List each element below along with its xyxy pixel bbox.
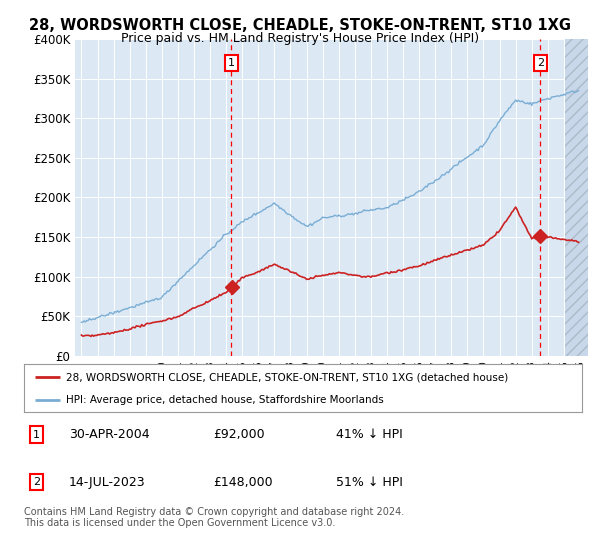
Text: Contains HM Land Registry data © Crown copyright and database right 2024.
This d: Contains HM Land Registry data © Crown c… bbox=[24, 507, 404, 529]
Text: £92,000: £92,000 bbox=[214, 428, 265, 441]
Text: 14-JUL-2023: 14-JUL-2023 bbox=[68, 476, 145, 489]
Text: 30-APR-2004: 30-APR-2004 bbox=[68, 428, 149, 441]
Text: 1: 1 bbox=[33, 430, 40, 440]
Text: HPI: Average price, detached house, Staffordshire Moorlands: HPI: Average price, detached house, Staf… bbox=[66, 395, 383, 405]
Text: 1: 1 bbox=[228, 58, 235, 68]
Text: Price paid vs. HM Land Registry's House Price Index (HPI): Price paid vs. HM Land Registry's House … bbox=[121, 32, 479, 45]
Text: 2: 2 bbox=[537, 58, 544, 68]
Text: 28, WORDSWORTH CLOSE, CHEADLE, STOKE-ON-TRENT, ST10 1XG: 28, WORDSWORTH CLOSE, CHEADLE, STOKE-ON-… bbox=[29, 18, 571, 33]
Text: 2: 2 bbox=[33, 477, 40, 487]
Text: 41% ↓ HPI: 41% ↓ HPI bbox=[337, 428, 403, 441]
Text: 28, WORDSWORTH CLOSE, CHEADLE, STOKE-ON-TRENT, ST10 1XG (detached house): 28, WORDSWORTH CLOSE, CHEADLE, STOKE-ON-… bbox=[66, 372, 508, 382]
Text: £148,000: £148,000 bbox=[214, 476, 274, 489]
Text: 51% ↓ HPI: 51% ↓ HPI bbox=[337, 476, 403, 489]
